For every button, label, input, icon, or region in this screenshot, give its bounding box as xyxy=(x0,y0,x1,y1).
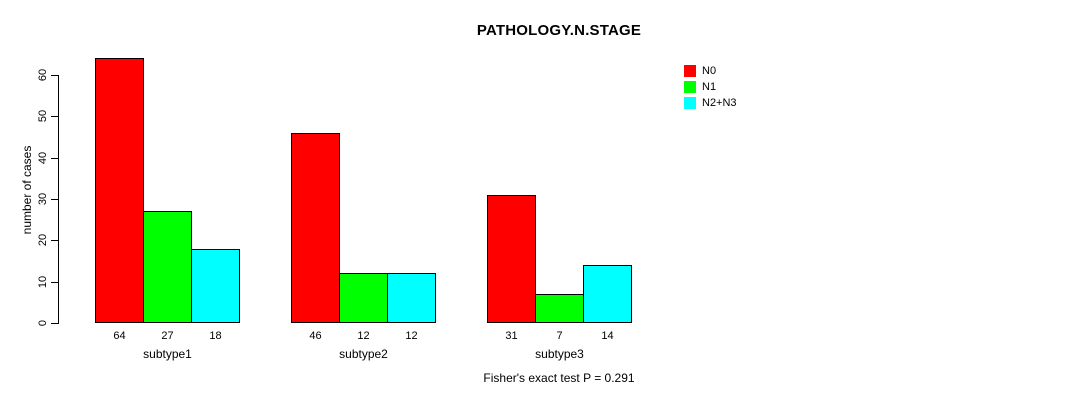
x-category-label: subtype2 xyxy=(339,347,388,361)
bar xyxy=(191,249,240,323)
bar-value-label: 27 xyxy=(161,330,174,342)
y-axis-line xyxy=(58,75,59,324)
legend-swatch-icon xyxy=(684,81,696,93)
bar-value-label: 12 xyxy=(405,330,418,342)
legend-label: N1 xyxy=(702,81,717,93)
legend-label: N0 xyxy=(702,65,717,77)
y-tick-label: 10 xyxy=(37,275,49,289)
x-category-label: subtype1 xyxy=(143,347,192,361)
legend-label: N2+N3 xyxy=(702,97,737,109)
bar-value-label: 14 xyxy=(601,330,614,342)
y-tick xyxy=(51,282,58,283)
bar xyxy=(387,273,436,323)
bar xyxy=(291,133,340,323)
legend-item: N0 xyxy=(684,63,737,79)
y-tick xyxy=(51,158,58,159)
bar xyxy=(95,58,144,323)
y-tick xyxy=(51,199,58,200)
y-tick-label: 0 xyxy=(37,319,49,327)
chart-title: PATHOLOGY.N.STAGE xyxy=(476,22,642,39)
bar xyxy=(535,294,584,323)
bar-value-label: 31 xyxy=(505,330,518,342)
y-tick-label: 30 xyxy=(37,192,49,206)
bar xyxy=(583,265,632,323)
legend-swatch-icon xyxy=(684,65,696,77)
annotation: Fisher's exact test P = 0.291 xyxy=(483,371,635,385)
x-category-label: subtype3 xyxy=(535,347,584,361)
legend-item: N1 xyxy=(684,79,737,95)
y-tick-label: 60 xyxy=(37,68,49,82)
y-tick xyxy=(51,240,58,241)
y-tick xyxy=(51,323,58,324)
bar-value-label: 12 xyxy=(357,330,370,342)
bar xyxy=(339,273,388,323)
y-tick-label: 50 xyxy=(37,109,49,123)
y-tick xyxy=(51,75,58,76)
bar-value-label: 64 xyxy=(113,330,126,342)
y-tick-label: 40 xyxy=(37,151,49,165)
bar-value-label: 18 xyxy=(209,330,222,342)
legend-item: N2+N3 xyxy=(684,95,737,111)
legend: N0 N1 N2+N3 xyxy=(684,63,737,111)
bar-value-label: 46 xyxy=(309,330,322,342)
bar xyxy=(487,195,536,323)
y-tick-label: 20 xyxy=(37,233,49,247)
y-tick xyxy=(51,116,58,117)
bar-value-label: 7 xyxy=(556,330,563,342)
bar xyxy=(143,211,192,323)
legend-swatch-icon xyxy=(684,97,696,109)
